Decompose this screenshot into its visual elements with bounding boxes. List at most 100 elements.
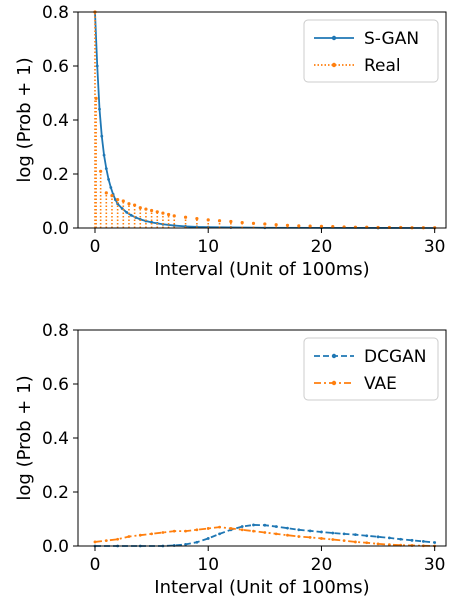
data-point	[331, 538, 335, 541]
data-point	[387, 543, 391, 547]
y-tick-label: 0.2	[42, 165, 69, 185]
data-point	[218, 532, 221, 536]
data-point	[376, 535, 380, 539]
data-point	[320, 537, 323, 540]
legend-box	[303, 337, 439, 401]
data-point	[433, 541, 437, 544]
data-point	[297, 535, 301, 538]
data-point	[107, 178, 110, 181]
x-axis-label: Interval (Unit of 100ms)	[154, 259, 369, 280]
data-point	[150, 532, 154, 536]
data-point	[218, 525, 221, 529]
y-axis-label: log (Prob + 1)	[14, 375, 35, 500]
legend-box	[303, 19, 439, 83]
data-point	[376, 542, 380, 546]
data-point	[354, 540, 357, 544]
chart-panel-2: 0 10 20 30 0.0 0.2 0.4 0.6 0.8 Interval (Unit of …	[14, 321, 447, 598]
data-point	[100, 134, 104, 138]
data-point	[308, 535, 312, 539]
legend-label: VAE	[364, 374, 397, 394]
x-tick-label: 30	[424, 237, 446, 257]
data-point	[133, 203, 137, 207]
data-point	[410, 538, 414, 542]
data-point	[217, 219, 222, 223]
data-point	[104, 539, 108, 542]
data-point	[138, 533, 142, 537]
data-point	[95, 64, 99, 68]
data-point	[240, 525, 244, 528]
data-point	[99, 169, 103, 173]
data-point	[206, 527, 210, 530]
data-point	[263, 222, 267, 226]
data-point	[172, 214, 176, 218]
y-axis-label: log (Prob + 1)	[14, 57, 35, 182]
data-point	[102, 153, 106, 157]
data-point	[161, 211, 165, 215]
data-point	[354, 533, 357, 537]
data-point	[240, 221, 244, 225]
series-line	[94, 524, 435, 547]
data-point	[138, 206, 142, 210]
x-tick-label: 0	[90, 237, 101, 257]
data-point	[116, 198, 120, 202]
y-tick-label: 0.2	[42, 483, 69, 503]
y-tick-label: 0.4	[42, 429, 69, 449]
data-point	[98, 107, 101, 111]
data-point	[110, 194, 114, 198]
data-point	[252, 529, 255, 533]
data-point	[129, 213, 133, 217]
data-point	[274, 223, 278, 227]
data-point	[399, 225, 403, 230]
y-tick-label: 0.4	[42, 111, 69, 131]
data-point	[116, 537, 120, 541]
data-point	[376, 225, 380, 230]
data-point	[320, 530, 323, 534]
legend: DCGAN VAE	[303, 337, 439, 401]
data-point	[93, 540, 97, 544]
data-point	[144, 207, 148, 211]
data-point	[263, 523, 267, 527]
data-point	[342, 532, 346, 536]
legend-label: DCGAN	[364, 347, 426, 367]
x-tick-label: 10	[197, 237, 219, 257]
data-point	[274, 532, 278, 536]
data-point	[365, 541, 369, 545]
legend-marker	[331, 380, 337, 386]
data-point	[104, 191, 108, 195]
data-point	[274, 525, 278, 528]
data-point	[342, 539, 346, 542]
x-tick-label: 30	[424, 555, 446, 575]
legend: S-GAN Real	[303, 19, 439, 83]
data-point	[285, 223, 290, 227]
data-point	[263, 531, 267, 534]
x-axis-label: Interval (Unit of 100ms)	[154, 577, 369, 598]
data-point	[121, 199, 125, 203]
data-point	[308, 224, 312, 228]
data-point	[365, 534, 369, 538]
data-point	[127, 535, 131, 538]
data-point	[155, 210, 159, 214]
legend-marker	[331, 353, 337, 359]
data-point	[206, 537, 210, 540]
y-tick-label: 0.8	[42, 321, 69, 341]
data-point	[308, 529, 312, 533]
y-tick-label: 0.0	[42, 537, 69, 557]
data-point	[104, 167, 108, 171]
data-point	[421, 540, 425, 543]
legend-marker	[331, 62, 337, 68]
x-tick-label: 20	[311, 555, 333, 575]
data-point	[94, 96, 98, 100]
x-tick-label: 10	[197, 555, 219, 575]
y-tick-label: 0.8	[42, 3, 69, 23]
data-point	[331, 531, 335, 535]
data-point	[319, 224, 324, 228]
data-point	[286, 526, 289, 530]
data-point	[150, 208, 154, 213]
data-point	[251, 221, 256, 226]
data-point	[113, 198, 117, 202]
x-tick-label: 20	[311, 237, 333, 257]
chart-panel-1: 0 10 20 30 0.0 0.2 0.4 0.6 0.8 Interval (Unit of …	[14, 3, 447, 280]
data-point	[183, 215, 188, 219]
